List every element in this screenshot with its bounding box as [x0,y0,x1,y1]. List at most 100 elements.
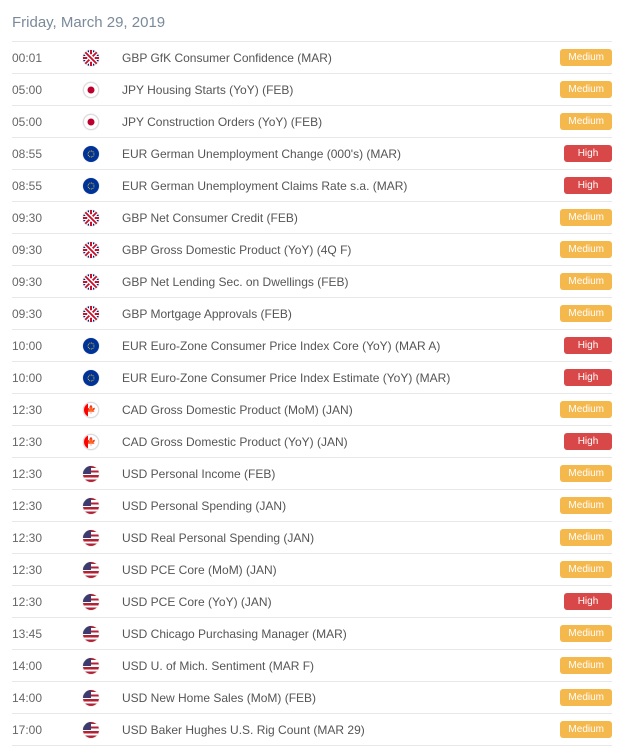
impact-badge-medium: Medium [560,81,612,98]
impact-badge-high: High [564,433,612,450]
event-row[interactable]: 17:00USD Baker Hughes U.S. Rig Count (MA… [12,714,612,746]
impact-badge-high: High [564,593,612,610]
event-row[interactable]: 14:00USD New Home Sales (MoM) (FEB)Mediu… [12,682,612,714]
flag-cell [66,402,116,418]
eu-flag-icon [83,178,99,194]
event-row[interactable]: 05:00 JPY Construction Orders (YoY) (FEB)… [12,106,612,138]
event-name: GBP Net Lending Sec. on Dwellings (FEB) [116,275,560,289]
impact-badge-medium: Medium [560,497,612,514]
event-row[interactable]: 05:00JPY Housing Starts (YoY) (FEB)Mediu… [12,74,612,106]
flag-cell [66,178,116,194]
impact-badge-medium: Medium [560,273,612,290]
flag-cell [66,210,116,226]
us-flag-icon [83,626,99,642]
event-name: USD PCE Core (MoM) (JAN) [116,563,560,577]
event-time: 00:01 [12,51,66,65]
event-name: EUR German Unemployment Claims Rate s.a.… [116,179,564,193]
event-name: GBP Mortgage Approvals (FEB) [116,307,560,321]
event-time: 05:00 [12,115,66,129]
event-time: 14:00 [12,691,66,705]
event-row[interactable]: 12:30USD Real Personal Spending (JAN)Med… [12,522,612,554]
event-time: 09:30 [12,307,66,321]
us-flag-icon [83,690,99,706]
impact-badge-medium: Medium [560,529,612,546]
impact-badge-medium: Medium [560,657,612,674]
us-flag-icon [83,530,99,546]
event-row[interactable]: 00:01GBP GfK Consumer Confidence (MAR)Me… [12,41,612,74]
event-time: 05:00 [12,83,66,97]
impact-badge-medium: Medium [560,209,612,226]
eu-flag-icon [83,146,99,162]
event-row[interactable]: 13:45 USD Chicago Purchasing Manager (MAR… [12,618,612,650]
impact-badge-medium: Medium [560,465,612,482]
event-time: 10:00 [12,371,66,385]
flag-cell [66,466,116,482]
us-flag-icon [83,466,99,482]
impact-badge-medium: Medium [560,305,612,322]
event-row[interactable]: 09:30GBP Gross Domestic Product (YoY) (4… [12,234,612,266]
event-row[interactable]: 10:00 EUR Euro-Zone Consumer Price Index … [12,330,612,362]
impact-badge-medium: Medium [560,241,612,258]
flag-cell [66,498,116,514]
flag-cell [66,146,116,162]
event-time: 10:00 [12,339,66,353]
impact-badge-high: High [564,177,612,194]
eu-flag-icon [83,338,99,354]
flag-cell [66,114,116,130]
us-flag-icon [83,722,99,738]
event-name: USD Personal Spending (JAN) [116,499,560,513]
event-time: 13:45 [12,627,66,641]
event-row[interactable]: 12:30USD PCE Core (YoY) (JAN)High [12,586,612,618]
flag-cell [66,626,116,642]
event-name: USD Real Personal Spending (JAN) [116,531,560,545]
impact-badge-high: High [564,145,612,162]
event-row[interactable]: 12:30 USD Personal Spending (JAN)Medium [12,490,612,522]
impact-badge-medium: Medium [560,49,612,66]
flag-cell [66,242,116,258]
flag-cell [66,370,116,386]
event-row[interactable]: 12:30 CAD Gross Domestic Product (YoY) (J… [12,426,612,458]
impact-badge-medium: Medium [560,401,612,418]
event-name: EUR German Unemployment Change (000's) (… [116,147,564,161]
uk-flag-icon [83,242,99,258]
event-row[interactable]: 12:30USD Personal Income (FEB)Medium [12,458,612,490]
eu-flag-icon [83,370,99,386]
us-flag-icon [83,658,99,674]
flag-cell [66,722,116,738]
event-row[interactable]: 08:55 EUR German Unemployment Claims Rate… [12,170,612,202]
event-name: USD U. of Mich. Sentiment (MAR F) [116,659,560,673]
event-name: USD New Home Sales (MoM) (FEB) [116,691,560,705]
event-name: USD Chicago Purchasing Manager (MAR) [116,627,560,641]
event-name: JPY Construction Orders (YoY) (FEB) [116,115,560,129]
us-flag-icon [83,562,99,578]
calendar-container: Friday, March 29, 2019 00:01GBP GfK Cons… [0,0,624,754]
flag-cell [66,274,116,290]
event-row[interactable]: 12:30USD PCE Core (MoM) (JAN)Medium [12,554,612,586]
impact-badge-medium: Medium [560,721,612,738]
uk-flag-icon [83,50,99,66]
event-time: 12:30 [12,435,66,449]
event-name: USD Baker Hughes U.S. Rig Count (MAR 29) [116,723,560,737]
event-row[interactable]: 10:00EUR Euro-Zone Consumer Price Index … [12,362,612,394]
event-name: EUR Euro-Zone Consumer Price Index Core … [116,339,564,353]
event-time: 14:00 [12,659,66,673]
event-time: 08:55 [12,179,66,193]
event-row[interactable]: 08:55EUR German Unemployment Change (000… [12,138,612,170]
event-time: 09:30 [12,211,66,225]
event-name: GBP Net Consumer Credit (FEB) [116,211,560,225]
event-row[interactable]: 14:00 USD U. of Mich. Sentiment (MAR F)Me… [12,650,612,682]
event-time: 09:30 [12,275,66,289]
event-name: USD Personal Income (FEB) [116,467,560,481]
impact-badge-medium: Medium [560,625,612,642]
flag-cell [66,306,116,322]
event-row[interactable]: 12:30CAD Gross Domestic Product (MoM) (J… [12,394,612,426]
flag-cell [66,562,116,578]
event-row[interactable]: 09:30 GBP Net Lending Sec. on Dwellings (… [12,266,612,298]
event-row[interactable]: 09:30 GBP Mortgage Approvals (FEB)Medium [12,298,612,330]
event-list: 00:01GBP GfK Consumer Confidence (MAR)Me… [12,41,612,746]
uk-flag-icon [83,210,99,226]
event-time: 12:30 [12,499,66,513]
event-name: CAD Gross Domestic Product (YoY) (JAN) [116,435,564,449]
event-row[interactable]: 09:30 GBP Net Consumer Credit (FEB)Medium [12,202,612,234]
flag-cell [66,338,116,354]
